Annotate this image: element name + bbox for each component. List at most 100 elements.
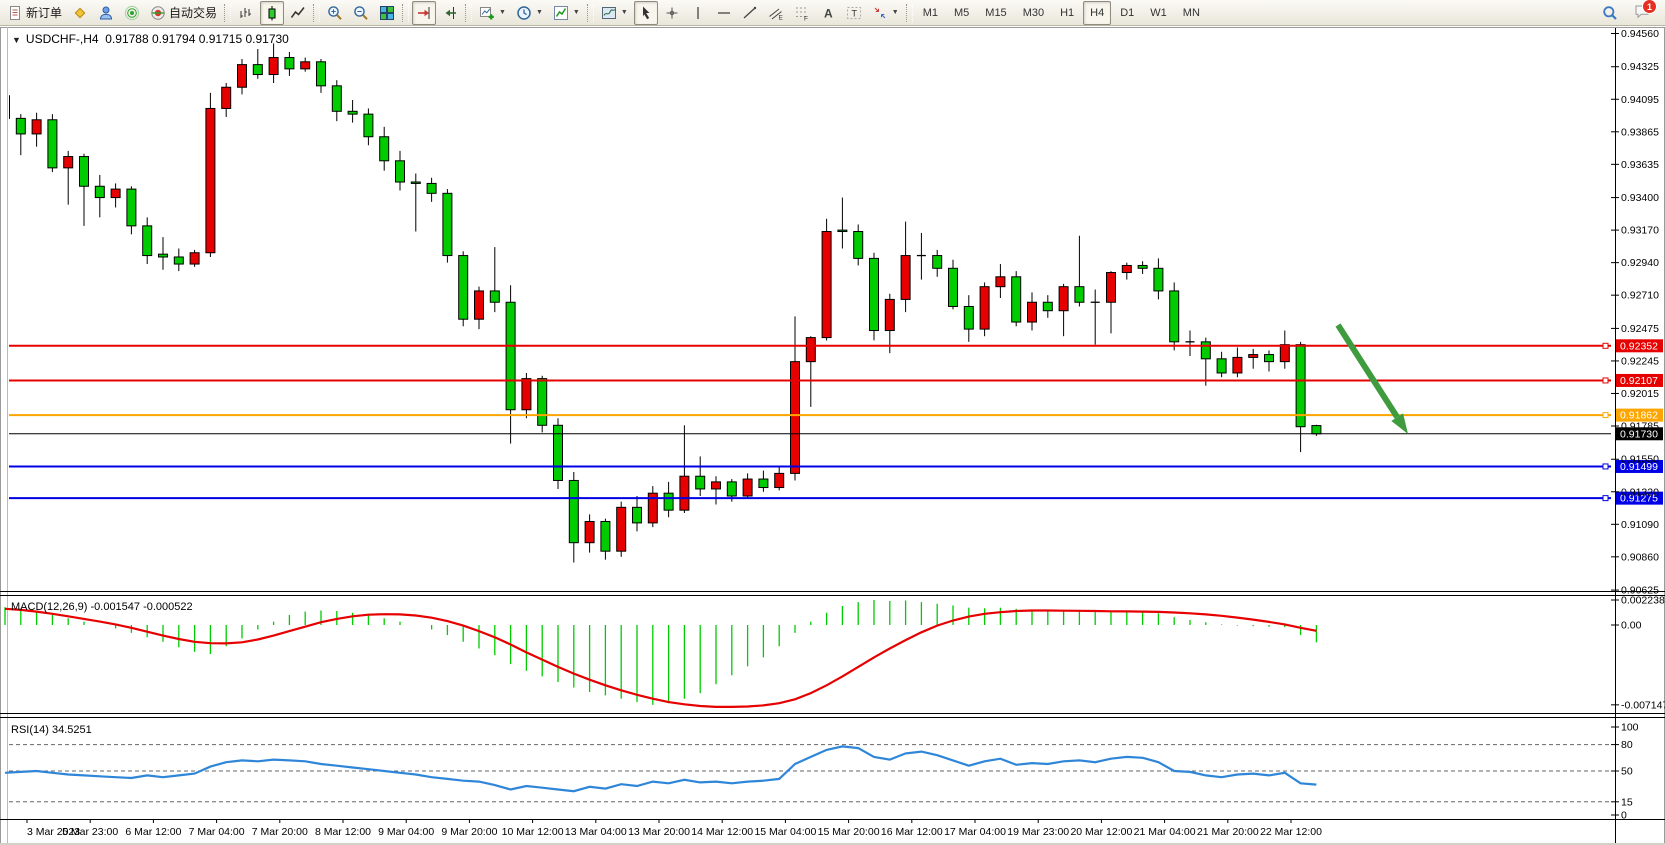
price-tick-label: 0.92475	[1621, 323, 1659, 335]
time-tick-label: 16 Mar 12:00	[881, 826, 943, 838]
down-arrow[interactable]	[1335, 323, 1408, 434]
candle-body	[15, 117, 26, 135]
crosshair-button[interactable]	[660, 1, 684, 25]
line-anchor-handle[interactable]	[1602, 342, 1609, 349]
candle-body	[600, 520, 611, 552]
tf-m30-button[interactable]: M30	[1022, 6, 1045, 19]
candle-body	[837, 229, 848, 233]
chart-shift-button[interactable]	[438, 1, 462, 25]
time-tick-label: 8 Mar 12:00	[315, 826, 371, 838]
tf-w1-button[interactable]: W1	[1150, 6, 1167, 19]
search-button[interactable]	[1598, 1, 1622, 25]
line-anchor-handle[interactable]	[1602, 412, 1609, 419]
candle-body	[1279, 344, 1290, 363]
toolbar-separator	[402, 3, 410, 22]
bar-chart-button[interactable]	[234, 1, 258, 25]
candle-body	[521, 378, 532, 411]
candle-body	[505, 301, 516, 411]
toolbar-group-timeframes: M1 M5 M15 M30 H1 H4 D1 W1 MN	[915, 0, 1208, 25]
auto-scroll-button[interactable]	[412, 0, 437, 25]
price-tick-label: 0.90625	[1621, 585, 1659, 597]
candle-body	[1216, 358, 1227, 374]
candle-body	[1058, 286, 1069, 312]
line-anchor-handle[interactable]	[1602, 495, 1609, 502]
tf-m5-button[interactable]: M5	[954, 6, 970, 19]
fibonacci-button[interactable]: F	[790, 1, 814, 25]
diamond-icon	[74, 7, 86, 18]
tf-m15-button[interactable]: M15	[985, 6, 1007, 19]
indicators-button[interactable]: ▼	[549, 1, 584, 25]
equidistant-channel-button[interactable]: E	[764, 1, 788, 25]
fibo-icon: F	[795, 7, 808, 21]
trendline-button[interactable]	[738, 1, 762, 25]
chevron-down-icon[interactable]: ▼	[572, 9, 580, 16]
tile-windows-button[interactable]	[375, 1, 399, 25]
arrows-button[interactable]: ▼	[868, 1, 903, 25]
chart-window[interactable]: 0.92352 0.92107 0.91862 0.91730 0.91499 0.912…	[0, 27, 1665, 845]
auto-trading-button[interactable]: 自动交易	[146, 1, 221, 25]
candle-body	[110, 188, 121, 199]
candle-body	[63, 156, 74, 169]
periods-button[interactable]: ▼	[512, 1, 547, 25]
toolbar-group-drawing: ▼ E F A T ▼	[596, 0, 904, 25]
candle-body	[1200, 341, 1211, 360]
metaquotes-button[interactable]	[68, 1, 92, 25]
chevron-down-icon[interactable]: ▼	[499, 9, 506, 16]
templates-button[interactable]: ▼	[597, 1, 632, 25]
candle-body	[663, 492, 674, 511]
svg-text:0.92107: 0.92107	[1620, 375, 1658, 387]
vertical-line-button[interactable]	[686, 1, 710, 25]
textA-icon: A	[824, 6, 833, 20]
tf-mn-button[interactable]: MN	[1182, 6, 1200, 19]
candlestick-chart-button[interactable]	[260, 0, 285, 25]
candle-body	[584, 520, 595, 544]
candle-body	[790, 361, 800, 474]
svg-text:0.91499: 0.91499	[1620, 461, 1658, 473]
text-button[interactable]: A	[816, 1, 840, 25]
horizontal-line-button[interactable]	[712, 1, 736, 25]
line-anchor-handle[interactable]	[1602, 377, 1609, 384]
bars-icon	[240, 7, 252, 18]
line-anchor-handle[interactable]	[1602, 463, 1609, 470]
price-line-badge	[1616, 339, 1663, 353]
time-tick-label: 21 Mar 20:00	[1197, 826, 1259, 838]
tf-h4-button[interactable]: H4	[1083, 0, 1112, 25]
candle-body	[142, 225, 153, 257]
chart-canvas[interactable]: 0.92352 0.92107 0.91862 0.91730 0.91499 0.912…	[0, 27, 1665, 845]
doc-icon	[10, 5, 20, 20]
community-button[interactable]	[94, 1, 118, 25]
svg-text:T: T	[851, 8, 857, 18]
addchart-icon	[480, 6, 494, 19]
time-tick-label: 14 Mar 12:00	[691, 826, 753, 838]
line-chart-button[interactable]	[286, 1, 310, 25]
cursor-button[interactable]	[633, 0, 658, 25]
zoom-in-button[interactable]	[323, 1, 347, 25]
shift-icon	[445, 6, 457, 19]
tf-d1-button[interactable]: D1	[1120, 6, 1135, 19]
price-line-badge	[1616, 459, 1663, 473]
new-chart-button[interactable]: ▼	[475, 1, 510, 25]
price-tick-label: 0.94095	[1621, 94, 1659, 106]
notifications-button[interactable]: 1	[1630, 0, 1657, 25]
candle-body	[711, 481, 721, 490]
candle-body	[616, 506, 627, 552]
time-tick-label: 5 Mar 23:00	[62, 826, 118, 838]
chevron-down-icon[interactable]: ▼	[891, 9, 899, 16]
time-tick-label: 13 Mar 04:00	[565, 826, 627, 838]
candle-body	[47, 119, 58, 169]
price-tick-label: 0.92015	[1621, 388, 1659, 400]
tf-h1-button[interactable]: H1	[1060, 6, 1075, 19]
chevron-down-icon[interactable]: ▼	[620, 9, 628, 16]
zoom-out-button[interactable]	[349, 1, 373, 25]
text-label-button[interactable]: T	[842, 1, 866, 25]
chevron-down-icon[interactable]: ▼	[535, 9, 543, 16]
tf-m1-button[interactable]: M1	[922, 6, 938, 19]
new-order-button[interactable]: 新订单	[3, 1, 66, 25]
signals-button[interactable]	[120, 1, 144, 25]
candle-body	[1121, 264, 1132, 274]
candle-body	[537, 378, 548, 426]
time-tick-label: 3 Mar 2023	[27, 826, 80, 838]
candle-body	[300, 61, 311, 70]
price-tick-label: 0.91090	[1621, 519, 1659, 531]
candle-body	[1074, 286, 1085, 303]
